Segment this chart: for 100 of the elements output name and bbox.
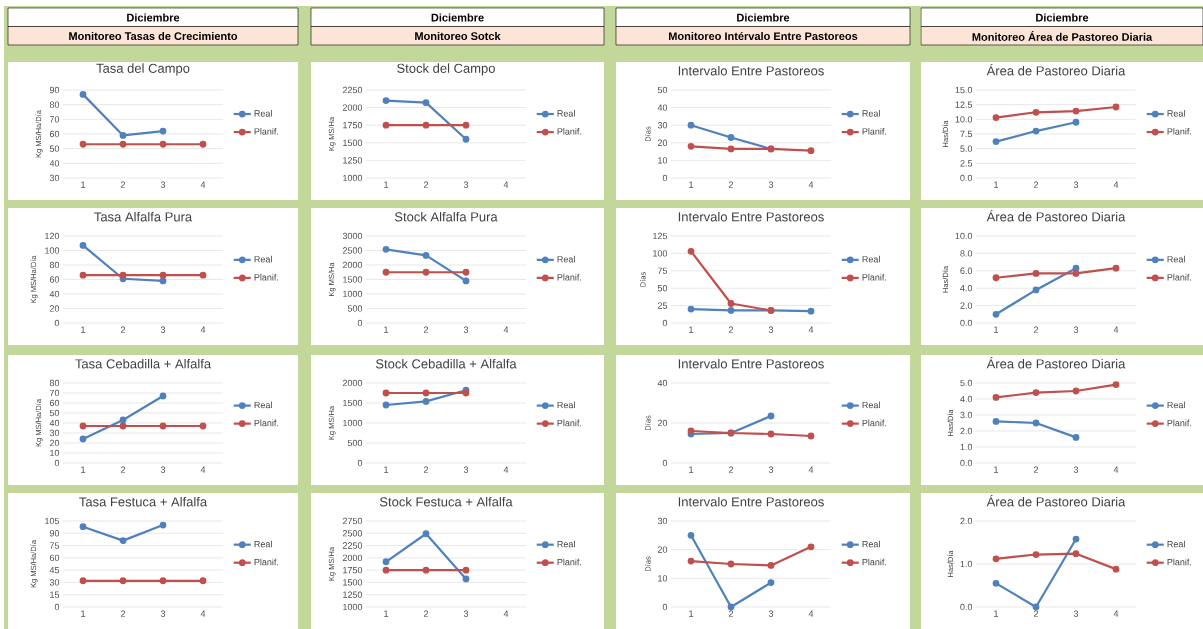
legend-label: Planif.: [557, 273, 582, 281]
x-tick-label: 2: [1033, 326, 1039, 333]
y-tick-label: 105: [45, 517, 60, 525]
text: Diciembre: [431, 13, 484, 22]
chart-title: Intervalo Entre Pastoreos: [678, 65, 824, 76]
legend-label: Planif.: [254, 273, 279, 281]
y-tick-label: 7.5: [960, 130, 973, 138]
x-tick-label: 1: [81, 181, 86, 188]
y-tick-label: 0: [662, 319, 668, 327]
x-tick-label: 4: [1113, 466, 1119, 473]
x-tick-label: 2: [423, 466, 429, 473]
y-tick-label: 50: [657, 86, 668, 94]
y-tick-label: 3000: [342, 232, 363, 240]
x-tick-label: 4: [200, 181, 206, 188]
y-tick-label: 60: [49, 276, 60, 283]
y-tick-label: 3.0: [960, 411, 973, 419]
x-tick-label: 3: [768, 326, 774, 333]
x-tick-label: 4: [503, 466, 509, 473]
y-tick-label: 60: [49, 554, 60, 562]
x-tick-label: 1: [384, 181, 389, 188]
y-tick-label: 20: [657, 546, 668, 553]
legend-label: Planif.: [862, 273, 887, 281]
legend-label: Real: [862, 110, 880, 117]
chart-title: Área de Pastoreo Diaria: [986, 495, 1126, 507]
text: Diciembre: [127, 13, 180, 22]
legend-label: Real: [1167, 540, 1185, 548]
y-tick-label: 50: [49, 145, 60, 152]
y-tick-label: 500: [347, 305, 363, 312]
chart-title: Área de Pastoreo Diaria: [986, 64, 1126, 76]
x-tick-label: 2: [120, 326, 126, 333]
y-tick-label: 5.0: [960, 145, 973, 152]
y-tick-label: 0.0: [960, 459, 973, 467]
x-tick-label: 4: [808, 326, 814, 333]
x-tick-label: 4: [503, 326, 509, 333]
legend-label: Planif.: [254, 419, 279, 427]
x-tick-label: 4: [808, 466, 814, 473]
x-tick-label: 1: [994, 326, 999, 333]
y-tick-label: 1.0: [960, 443, 973, 451]
x-tick-label: 1: [384, 610, 389, 617]
text: Monitoreo Tasas de Crecimiento: [69, 31, 238, 41]
y-tick-label: 0: [662, 174, 668, 182]
y-tick-label: 2000: [342, 261, 363, 269]
y-tick-label: 0: [54, 603, 60, 611]
y-tick-label: 5.0: [960, 379, 973, 387]
y-tick-label: 0.0: [960, 319, 973, 327]
text: Diciembre: [1036, 13, 1089, 22]
text: Diciembre: [737, 13, 790, 22]
y-tick-label: 0: [662, 459, 668, 467]
y-tick-label: 1000: [343, 174, 363, 182]
y-tick-label: 20: [657, 419, 668, 427]
text: Monitoreo Área de Pastoreo Diaria: [972, 31, 1153, 41]
chart-title: Área de Pastoreo Diaria: [986, 210, 1126, 222]
y-tick-label: 40: [657, 104, 668, 111]
legend-label: Planif.: [862, 128, 887, 135]
x-tick-label: 3: [1073, 181, 1079, 188]
legend-label: Real: [254, 540, 272, 548]
legend-label: Real: [1167, 255, 1185, 263]
y-tick-label: 25: [657, 302, 668, 309]
y-tick-label: 0: [357, 319, 363, 327]
y-tick-label: 4.0: [960, 285, 973, 292]
x-tick-label: 2: [728, 181, 734, 188]
y-tick-label: 2.0: [960, 302, 973, 309]
x-tick-label: 1: [689, 610, 694, 617]
x-tick-label: 4: [1113, 326, 1119, 333]
x-tick-label: 1: [81, 326, 86, 333]
x-tick-label: 3: [160, 181, 166, 188]
legend-label: Real: [557, 401, 575, 409]
x-tick-label: 3: [160, 466, 166, 473]
x-tick-label: 3: [1073, 466, 1079, 473]
y-tick-label: 1500: [343, 399, 363, 407]
y-tick-label: 10: [50, 449, 60, 457]
text: Monitoreo Intérvalo Entre Pastoreos: [669, 31, 858, 41]
y-tick-label: 90: [49, 530, 60, 537]
y-tick-label: 6.0: [960, 267, 973, 274]
y-tick-label: 2000: [342, 104, 363, 111]
y-tick-label: 1750: [343, 122, 363, 129]
y-tick-label: 10: [658, 575, 668, 582]
x-tick-label: 3: [1073, 326, 1079, 333]
x-tick-label: 3: [768, 181, 774, 188]
y-tick-label: 2000: [342, 379, 363, 387]
chart-title: Intervalo Entre Pastoreos: [678, 358, 824, 369]
legend-label: Real: [254, 401, 272, 409]
x-tick-label: 1: [689, 466, 694, 473]
y-tick-label: 100: [653, 250, 668, 257]
legend-label: Real: [862, 255, 880, 263]
legend-label: Planif.: [557, 128, 582, 135]
y-tick-label: 30: [49, 174, 60, 182]
y-tick-label: 0: [357, 459, 363, 467]
y-tick-label: 10: [658, 157, 668, 164]
x-tick-label: 1: [994, 610, 999, 617]
y-tick-label: 45: [49, 566, 60, 574]
y-tick-label: 30: [49, 579, 60, 586]
x-tick-label: 1: [689, 181, 694, 188]
x-tick-label: 3: [768, 466, 774, 473]
y-tick-label: 100: [45, 247, 60, 254]
chart-title: Stock Cebadilla + Alfalfa: [375, 358, 517, 369]
y-tick-label: 0: [54, 459, 60, 467]
y-tick-label: 15: [50, 591, 60, 598]
y-tick-label: 2500: [342, 530, 363, 537]
chart-title: Tasa Alfalfa Pura: [94, 211, 193, 222]
